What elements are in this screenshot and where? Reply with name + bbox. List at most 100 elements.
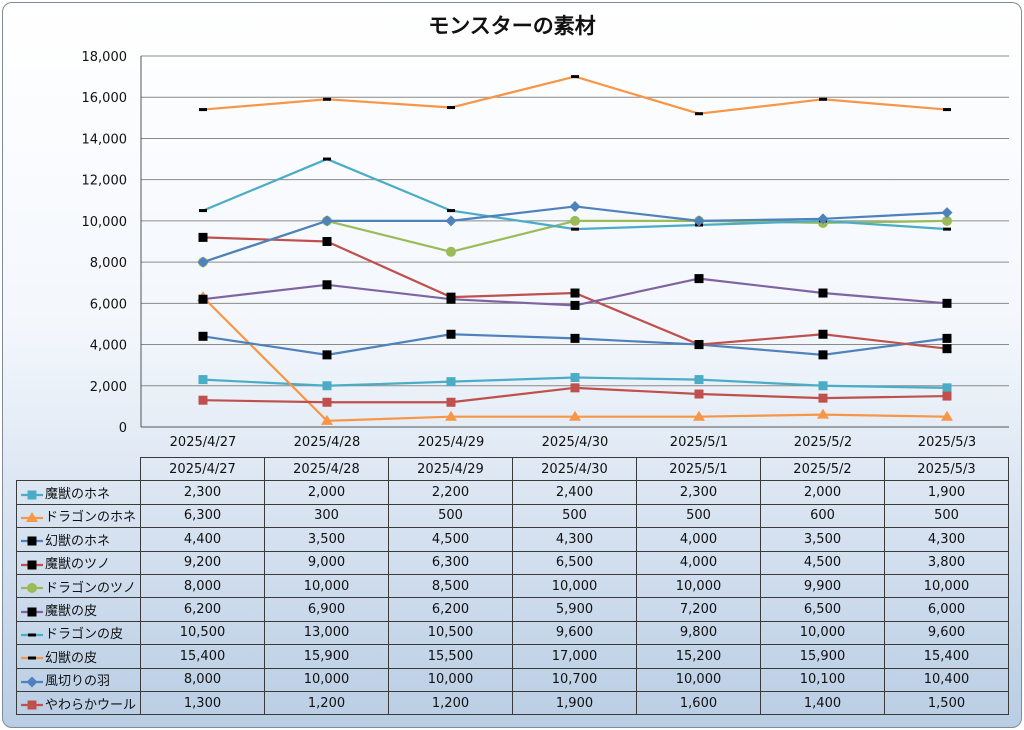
table-row: 幻獣の皮 15,400 15,900 15,500 17,000 15,200 15,900… — [16, 644, 1009, 669]
series-line — [202, 205, 948, 264]
series-0 — [198, 373, 952, 393]
legend-key-marker — [27, 607, 37, 617]
legend-key — [21, 700, 43, 710]
table-cell: 1,300 — [140, 690, 265, 716]
data-point — [694, 375, 704, 385]
y-tick-label: 6,000 — [90, 297, 127, 312]
data-point — [570, 300, 580, 310]
data-point — [943, 108, 951, 112]
legend-entry: 魔獣のツノ — [16, 550, 141, 575]
table-header-cell: 2025/5/3 — [884, 456, 1009, 482]
x-tick-label: 2025/5/2 — [794, 435, 852, 450]
data-point — [198, 232, 208, 242]
table-cell: 1,400 — [760, 690, 885, 716]
data-point — [819, 97, 827, 101]
series-name: 幻獣の皮 — [45, 650, 98, 666]
table-cell: 15,900 — [264, 644, 389, 669]
data-point — [570, 215, 580, 226]
x-tick-label: 2025/4/30 — [542, 435, 609, 450]
data-point — [446, 397, 456, 407]
x-tick-label: 2025/4/28 — [294, 435, 361, 450]
table-cell: 9,900 — [760, 573, 885, 599]
legend-entry: 風切りの羽 — [16, 667, 141, 692]
data-point — [817, 408, 829, 419]
table-cell: 10,000 — [264, 667, 389, 692]
table-cell: 10,000 — [264, 573, 389, 599]
table-header-cell: 2025/4/28 — [264, 456, 389, 482]
table-header-cell: 2025/4/29 — [388, 456, 513, 482]
table-cell: 15,500 — [388, 644, 513, 669]
legend-entry: 魔獣のホネ — [16, 480, 141, 505]
y-tick-label: 12,000 — [82, 174, 128, 189]
data-point — [818, 288, 828, 298]
data-point — [942, 391, 952, 401]
series-1 — [197, 291, 953, 425]
series-name: 魔獣のツノ — [45, 557, 111, 573]
table-cell: 10,400 — [884, 667, 1009, 692]
table-row: ドラゴンのホネ 6,300 300 500 500 500 600 500 — [16, 503, 1009, 529]
legend-entry: 幻獣のホネ — [16, 527, 141, 552]
data-point — [693, 410, 705, 421]
data-point — [198, 395, 208, 405]
data-point — [569, 200, 581, 212]
data-point — [321, 215, 333, 227]
data-point — [446, 329, 456, 339]
series-7 — [199, 75, 951, 116]
legend-key — [21, 656, 43, 660]
data-point — [322, 237, 332, 246]
table-header-cell: 2025/4/30 — [512, 456, 637, 482]
data-point — [447, 106, 455, 110]
data-point — [323, 157, 331, 161]
data-point — [570, 383, 580, 393]
data-point — [695, 112, 703, 116]
table-row: 魔獣の皮 6,200 6,900 6,200 5,900 7,200 6,500 6,000 — [16, 597, 1009, 622]
table-cell: 3,800 — [884, 550, 1009, 575]
data-point — [447, 209, 455, 213]
series-line — [202, 75, 948, 115]
legend-key — [21, 560, 43, 570]
table-cell: 10,000 — [512, 573, 637, 599]
legend-key-marker — [27, 490, 37, 500]
data-point — [941, 207, 953, 219]
data-point — [445, 410, 457, 421]
table-cell: 10,700 — [512, 667, 637, 692]
series-name: やわらかウール — [45, 697, 137, 713]
table-cell: 3,500 — [760, 527, 885, 552]
data-point — [322, 397, 332, 407]
table-cell: 1,200 — [388, 690, 513, 716]
data-point — [199, 209, 207, 213]
table-cell: 10,000 — [760, 620, 885, 646]
table-header-cell: 2025/5/1 — [636, 456, 761, 482]
series-9 — [198, 383, 952, 407]
table-cell: 8,000 — [140, 667, 265, 692]
legend-key — [21, 583, 43, 594]
table-cell: 1,600 — [636, 690, 761, 716]
table-cell: 600 — [760, 503, 885, 529]
table-cell: 6,500 — [512, 550, 637, 575]
legend-key-marker — [28, 633, 36, 637]
table-cell: 6,300 — [388, 550, 513, 575]
data-point — [570, 333, 580, 343]
table-cell: 8,500 — [388, 573, 513, 599]
table-cell: 17,000 — [512, 644, 637, 669]
data-point — [818, 381, 828, 391]
table-corner — [16, 457, 141, 482]
data-point — [198, 375, 208, 385]
data-table: 2025/4/27 2025/4/28 2025/4/29 2025/4/30 2025… — [16, 456, 1009, 716]
x-tick-label: 2025/5/1 — [670, 435, 728, 450]
table-row: ドラゴンの皮 10,500 13,000 10,500 9,600 9,800 10,000… — [16, 620, 1009, 646]
table-cell: 6,200 — [388, 597, 513, 622]
data-point — [322, 280, 332, 290]
data-point — [321, 414, 333, 425]
x-tick-label: 2025/4/29 — [418, 435, 485, 450]
data-point — [942, 333, 952, 343]
legend-key — [21, 607, 43, 617]
table-cell: 8,000 — [140, 573, 265, 599]
table-cell: 10,100 — [760, 667, 885, 692]
table-cell: 2,000 — [760, 480, 885, 505]
table-row: 幻獣のホネ 4,400 3,500 4,500 4,300 4,000 3,500 4,300 — [16, 527, 1009, 552]
table-row: やわらかウール 1,300 1,200 1,200 1,900 1,600 1,400 1,5… — [16, 690, 1009, 716]
table-cell: 15,400 — [140, 644, 265, 669]
series-8 — [197, 200, 953, 268]
table-cell: 2,400 — [512, 480, 637, 505]
